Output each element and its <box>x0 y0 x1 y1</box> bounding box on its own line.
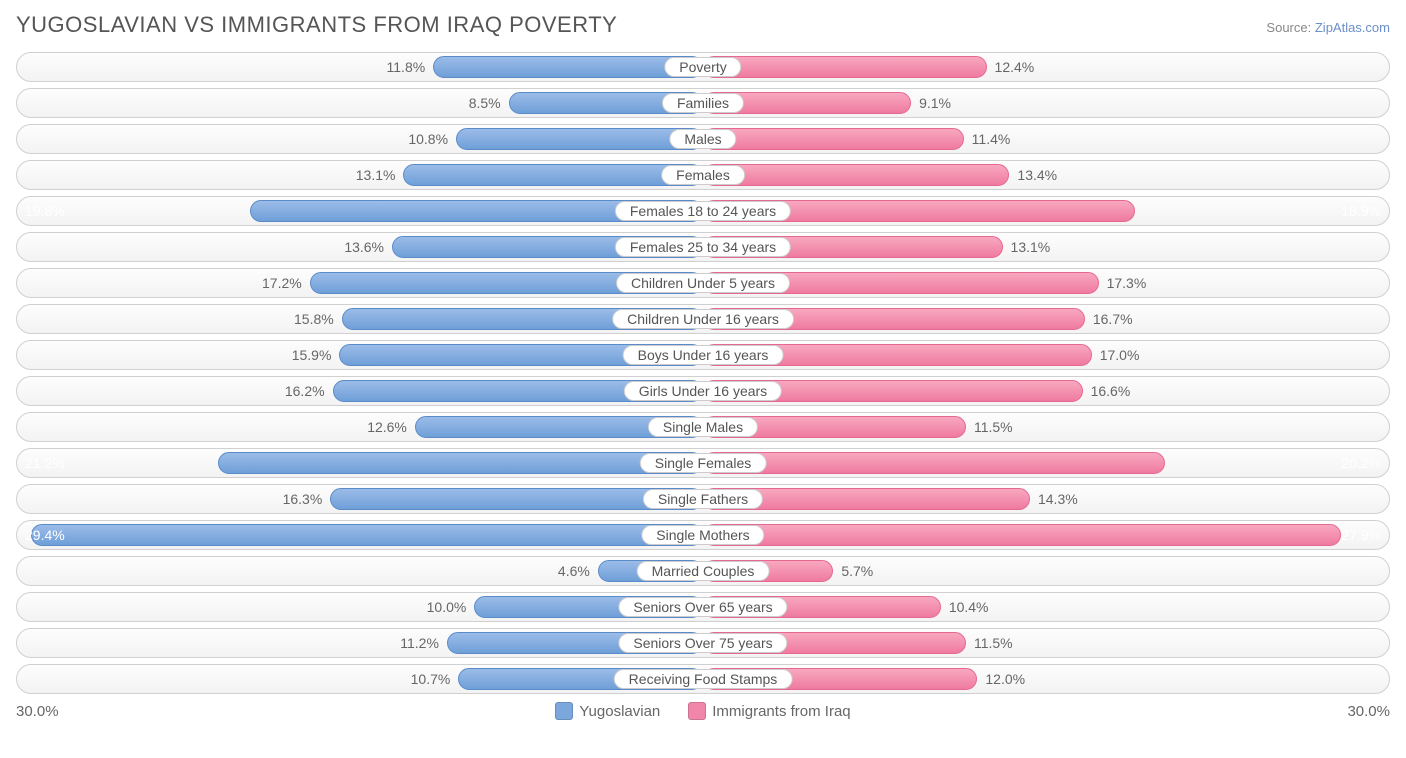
bar-right <box>703 56 987 78</box>
value-right: 5.7% <box>841 563 873 579</box>
value-left: 17.2% <box>262 275 302 291</box>
bar-row: 8.5% 9.1% Families <box>16 88 1390 118</box>
value-left: 15.9% <box>292 347 332 363</box>
bar-row: 16.3% 14.3% Single Fathers <box>16 484 1390 514</box>
bar-row: 19.8% 18.9% Females 18 to 24 years <box>16 196 1390 226</box>
legend-item-right: Immigrants from Iraq <box>688 702 850 720</box>
value-left: 16.3% <box>283 491 323 507</box>
category-label: Children Under 5 years <box>616 273 790 293</box>
bar-row: 10.8% 11.4% Males <box>16 124 1390 154</box>
value-right: 20.2% <box>1341 455 1381 471</box>
chart-header: YUGOSLAVIAN VS IMMIGRANTS FROM IRAQ POVE… <box>16 12 1390 38</box>
bar-row: 17.2% 17.3% Children Under 5 years <box>16 268 1390 298</box>
bar-row: 10.0% 10.4% Seniors Over 65 years <box>16 592 1390 622</box>
legend-swatch-right <box>688 702 706 720</box>
bar-row: 29.4% 27.9% Single Mothers <box>16 520 1390 550</box>
category-label: Seniors Over 65 years <box>618 597 787 617</box>
bar-left <box>403 164 703 186</box>
category-label: Single Fathers <box>643 489 763 509</box>
category-label: Boys Under 16 years <box>623 345 784 365</box>
value-left: 11.8% <box>387 59 426 75</box>
category-label: Girls Under 16 years <box>624 381 782 401</box>
value-right: 17.0% <box>1100 347 1140 363</box>
value-right: 17.3% <box>1107 275 1147 291</box>
value-right: 18.9% <box>1341 203 1381 219</box>
category-label: Families <box>662 93 744 113</box>
bar-left <box>31 524 703 546</box>
category-label: Children Under 16 years <box>612 309 794 329</box>
value-right: 10.4% <box>949 599 989 615</box>
value-right: 16.6% <box>1091 383 1131 399</box>
bar-row: 21.2% 20.2% Single Females <box>16 448 1390 478</box>
bar-row: 15.8% 16.7% Children Under 16 years <box>16 304 1390 334</box>
bar-left <box>218 452 703 474</box>
value-right: 13.1% <box>1011 239 1051 255</box>
bar-right <box>703 524 1341 546</box>
axis-left-max: 30.0% <box>16 703 59 720</box>
value-left: 10.0% <box>427 599 467 615</box>
bar-right <box>703 452 1165 474</box>
value-right: 12.4% <box>995 59 1035 75</box>
bar-row: 11.2% 11.5% Seniors Over 75 years <box>16 628 1390 658</box>
legend-label-right: Immigrants from Iraq <box>712 703 850 720</box>
source-link[interactable]: ZipAtlas.com <box>1315 20 1390 35</box>
bar-row: 13.1% 13.4% Females <box>16 160 1390 190</box>
value-right: 12.0% <box>985 671 1025 687</box>
category-label: Single Mothers <box>641 525 764 545</box>
value-left: 10.8% <box>408 131 448 147</box>
category-label: Married Couples <box>637 561 770 581</box>
category-label: Females <box>661 165 745 185</box>
category-label: Receiving Food Stamps <box>614 669 793 689</box>
value-left: 4.6% <box>558 563 590 579</box>
category-label: Females 25 to 34 years <box>615 237 791 257</box>
value-left: 13.6% <box>344 239 384 255</box>
chart-source: Source: ZipAtlas.com <box>1266 20 1390 35</box>
value-left: 12.6% <box>367 419 407 435</box>
bar-left <box>456 128 703 150</box>
bar-right <box>703 164 1009 186</box>
value-right: 27.9% <box>1341 527 1381 543</box>
value-left: 11.2% <box>400 635 439 651</box>
value-right: 16.7% <box>1093 311 1133 327</box>
bar-row: 4.6% 5.7% Married Couples <box>16 556 1390 586</box>
bar-row: 13.6% 13.1% Females 25 to 34 years <box>16 232 1390 262</box>
axis-right-max: 30.0% <box>1347 703 1390 720</box>
value-left: 13.1% <box>356 167 396 183</box>
value-left: 19.8% <box>25 203 65 219</box>
value-left: 10.7% <box>411 671 451 687</box>
value-left: 21.2% <box>25 455 65 471</box>
diverging-bar-chart: 11.8% 12.4% Poverty 8.5% 9.1% Families 10.8% 11… <box>16 52 1390 694</box>
category-label: Poverty <box>664 57 741 77</box>
chart-title: YUGOSLAVIAN VS IMMIGRANTS FROM IRAQ POVE… <box>16 12 617 38</box>
source-label: Source: <box>1266 20 1311 35</box>
category-label: Single Males <box>648 417 758 437</box>
value-right: 13.4% <box>1017 167 1057 183</box>
bar-row: 16.2% 16.6% Girls Under 16 years <box>16 376 1390 406</box>
value-left: 29.4% <box>25 527 65 543</box>
legend-swatch-left <box>555 702 573 720</box>
category-label: Seniors Over 75 years <box>618 633 787 653</box>
value-right: 9.1% <box>919 95 951 111</box>
value-left: 16.2% <box>285 383 325 399</box>
legend-label-left: Yugoslavian <box>579 703 660 720</box>
bar-row: 12.6% 11.5% Single Males <box>16 412 1390 442</box>
value-left: 15.8% <box>294 311 334 327</box>
value-right: 11.5% <box>974 635 1013 651</box>
legend: Yugoslavian Immigrants from Iraq <box>555 702 850 720</box>
value-right: 11.5% <box>974 419 1013 435</box>
category-label: Single Females <box>640 453 767 473</box>
value-right: 14.3% <box>1038 491 1078 507</box>
category-label: Females 18 to 24 years <box>615 201 791 221</box>
bar-right <box>703 128 964 150</box>
value-left: 8.5% <box>469 95 501 111</box>
chart-footer: 30.0% Yugoslavian Immigrants from Iraq 3… <box>16 702 1390 720</box>
bar-left <box>433 56 703 78</box>
category-label: Males <box>669 129 736 149</box>
value-right: 11.4% <box>972 131 1011 147</box>
bar-row: 10.7% 12.0% Receiving Food Stamps <box>16 664 1390 694</box>
bar-row: 11.8% 12.4% Poverty <box>16 52 1390 82</box>
bar-row: 15.9% 17.0% Boys Under 16 years <box>16 340 1390 370</box>
legend-item-left: Yugoslavian <box>555 702 660 720</box>
